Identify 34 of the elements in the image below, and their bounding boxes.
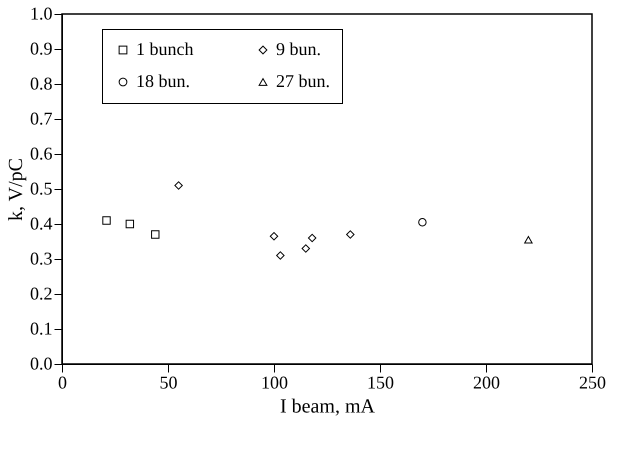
point [102,216,111,225]
y-tick-label: 0.0 [30,354,52,374]
point [308,234,316,242]
point [418,218,427,226]
point [126,220,134,228]
y-tick-label: 0.9 [30,38,52,58]
point [151,230,160,239]
x-tick-label: 0 [58,372,67,392]
x-axis-title: I beam, mA [280,396,376,418]
legend-label: 1 bunch [136,39,194,59]
y-tick-label: 1.0 [30,4,52,24]
y-tick-label: 0.6 [30,144,52,164]
y-tick-label: 0.1 [30,318,52,338]
point [302,244,310,253]
y-tick-label: 0.4 [30,214,52,234]
legend-label: 18 bun. [136,71,190,91]
y-axis-title: k, V/pC [5,158,27,221]
y-tick-label: 0.5 [30,178,52,198]
y-tick-label: 0.3 [30,248,52,268]
x-tick-label: 50 [160,372,178,392]
x-tick-label: 100 [261,372,288,392]
x-tick-label: 200 [473,372,500,392]
point [270,232,278,240]
x-tick-label: 250 [579,372,606,392]
point [276,251,285,260]
legend-label: 27 bun. [276,71,330,91]
legend-label: 9 bun. [276,39,321,59]
point [346,230,355,239]
point [174,181,183,190]
x-tick-label: 150 [367,372,394,392]
y-tick-label: 0.8 [30,74,52,94]
point [524,236,533,244]
y-tick-label: 0.7 [30,108,52,128]
y-tick-label: 0.2 [30,284,52,304]
